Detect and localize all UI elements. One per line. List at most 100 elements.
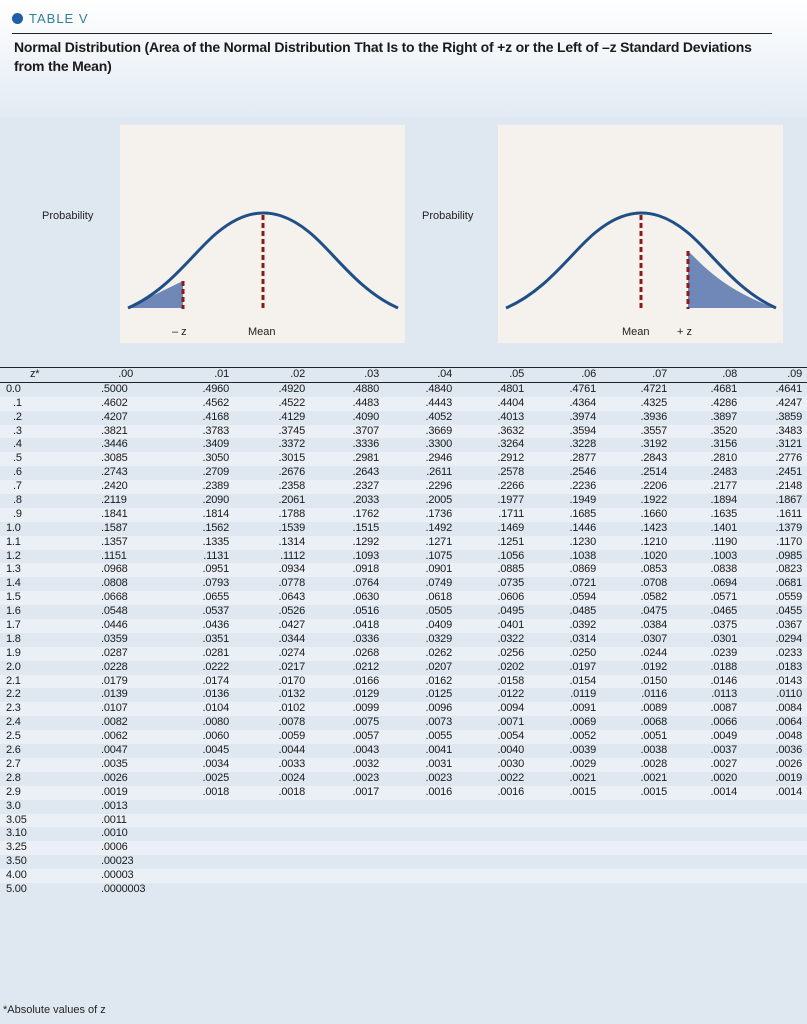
table-label-text: TABLE V bbox=[29, 10, 89, 26]
probability-cell: .1611 bbox=[776, 507, 802, 520]
probability-cell: .0244 bbox=[640, 646, 667, 659]
probability-cell: .0119 bbox=[570, 688, 596, 701]
table-row: .4 .3446 .3409 .3372 .3336 .3300 .3264 .3228 .31… bbox=[0, 438, 807, 452]
probability-cell: .0026 bbox=[101, 771, 128, 784]
probability-cell: .0015 bbox=[640, 785, 667, 798]
probability-cell: .0336 bbox=[352, 632, 379, 645]
probability-cell: .0049 bbox=[710, 730, 737, 743]
z-value-cell: 3.05 bbox=[6, 813, 27, 826]
probability-cell: .0062 bbox=[101, 730, 128, 743]
probability-cell: .4801 bbox=[497, 382, 524, 395]
probability-cell: .1038 bbox=[569, 549, 596, 562]
z-value-cell: 1.1 bbox=[6, 535, 21, 548]
probability-cell: .0322 bbox=[497, 632, 524, 645]
table-row: 1.3 .0968 .0951 .0934 .0918 .0901 .0885 .0869 .0… bbox=[0, 563, 807, 578]
probability-cell: .0016 bbox=[425, 785, 452, 798]
probability-cell: .3483 bbox=[775, 424, 802, 437]
probability-cell: .1762 bbox=[352, 507, 379, 520]
probability-cell: .0287 bbox=[101, 646, 128, 659]
probability-cell: .0032 bbox=[352, 757, 379, 770]
probability-cell: .3632 bbox=[497, 424, 524, 437]
probability-cell: .1401 bbox=[710, 521, 737, 534]
probability-cell: .0516 bbox=[352, 605, 379, 618]
table-row: 1.7 .0446 .0436 .0427 .0418 .0409 .0401 .0392 .0… bbox=[0, 619, 807, 633]
probability-cell: .0071 bbox=[497, 716, 524, 729]
footnote: *Absolute values of z bbox=[3, 1004, 106, 1016]
probability-cell: .2148 bbox=[775, 480, 802, 493]
probability-cell: .0351 bbox=[202, 632, 229, 645]
table-row: 2.5 .0062 .0060 .0059 .0057 .0055 .0054 .0052 .0… bbox=[0, 730, 807, 745]
probability-cell: .0384 bbox=[640, 619, 667, 632]
probability-cell: .4404 bbox=[497, 396, 524, 409]
probability-cell: .4602 bbox=[101, 396, 128, 409]
probability-cell: .0015 bbox=[569, 785, 596, 798]
column-header: .01 bbox=[214, 368, 229, 380]
probability-cell: .1210 bbox=[640, 535, 667, 548]
probability-cell: .3669 bbox=[425, 424, 452, 437]
z-value-cell: .9 bbox=[13, 507, 22, 520]
column-header: .04 bbox=[437, 368, 452, 380]
probability-cell: .0028 bbox=[640, 757, 667, 770]
probability-cell: .0559 bbox=[775, 591, 802, 604]
probability-cell: .1056 bbox=[497, 549, 524, 562]
probability-cell: .0436 bbox=[202, 619, 229, 632]
probability-cell: .3974 bbox=[569, 410, 596, 423]
probability-cell: .0143 bbox=[775, 674, 802, 687]
probability-cell: .1539 bbox=[278, 521, 305, 534]
z-value-cell: 0.0 bbox=[6, 382, 21, 395]
probability-cell: .3228 bbox=[569, 438, 596, 451]
probability-cell: .0968 bbox=[101, 563, 128, 576]
probability-cell: .0055 bbox=[425, 730, 452, 743]
probability-cell: .3336 bbox=[352, 438, 379, 451]
probability-cell: .2611 bbox=[426, 466, 452, 479]
probability-cell: .2743 bbox=[101, 466, 128, 479]
z-value-cell: 1.2 bbox=[6, 549, 21, 562]
probability-cell: .1151 bbox=[101, 549, 127, 562]
probability-cell: .2451 bbox=[775, 466, 802, 479]
probability-cell: .0104 bbox=[202, 702, 229, 715]
z-value-cell: 2.4 bbox=[6, 716, 21, 729]
probability-cell: .0281 bbox=[202, 646, 229, 659]
probability-cell: .1711 bbox=[498, 507, 524, 520]
probability-cell: .0125 bbox=[425, 688, 452, 701]
probability-cell: .0582 bbox=[640, 591, 667, 604]
probability-cell: .0571 bbox=[710, 591, 737, 604]
probability-cell: .4920 bbox=[278, 382, 305, 395]
probability-cell: .2358 bbox=[278, 480, 305, 493]
probability-cell: .0031 bbox=[425, 757, 452, 770]
probability-cell: .0013 bbox=[101, 799, 128, 812]
probability-cell: .3745 bbox=[278, 424, 305, 437]
figure-right-bell-curve bbox=[505, 211, 777, 310]
table-row: .1 .4602 .4562 .4522 .4483 .4443 .4404 .4364 .43… bbox=[0, 396, 807, 411]
figure-right-curve bbox=[505, 211, 777, 310]
probability-cell: .0465 bbox=[710, 605, 737, 618]
probability-cell: .0359 bbox=[101, 632, 128, 645]
column-header: .09 bbox=[787, 368, 802, 380]
probability-cell: .0051 bbox=[640, 730, 667, 743]
probability-cell: .0901 bbox=[425, 563, 452, 576]
probability-cell: .1251 bbox=[497, 535, 524, 548]
probability-cell: .0016 bbox=[497, 785, 524, 798]
probability-cell: .0158 bbox=[497, 674, 524, 687]
probability-cell: .1515 bbox=[352, 521, 379, 534]
z-value-cell: .5 bbox=[13, 452, 22, 465]
table-row: 2.0 .0228 .0222 .0217 .0212 .0207 .0202 .0197 .0… bbox=[0, 661, 807, 675]
table-row: 2.6 .0047 .0045 .0044 .0043 .0041 .0040 .0039 .0… bbox=[0, 744, 807, 758]
column-header: .08 bbox=[722, 368, 737, 380]
probability-cell: .0183 bbox=[775, 660, 802, 673]
probability-cell: .4880 bbox=[352, 382, 379, 395]
probability-cell: .0099 bbox=[352, 702, 379, 715]
probability-cell: .0006 bbox=[101, 841, 128, 854]
probability-cell: .0594 bbox=[569, 591, 596, 604]
probability-cell: .4681 bbox=[710, 382, 737, 395]
probability-cell: .1660 bbox=[640, 507, 667, 520]
probability-cell: .3372 bbox=[278, 438, 305, 451]
probability-cell: .0038 bbox=[640, 744, 667, 757]
z-value-cell: .7 bbox=[13, 480, 22, 493]
probability-cell: .0139 bbox=[101, 688, 128, 701]
probability-cell: .2877 bbox=[569, 452, 596, 465]
table-body: 0.0.5000.4960.4920.4880.4840.4801.4761.4… bbox=[0, 383, 807, 897]
probability-cell: .0019 bbox=[775, 771, 802, 784]
probability-cell: .4721 bbox=[640, 382, 667, 395]
probability-cell: .2981 bbox=[352, 452, 379, 465]
